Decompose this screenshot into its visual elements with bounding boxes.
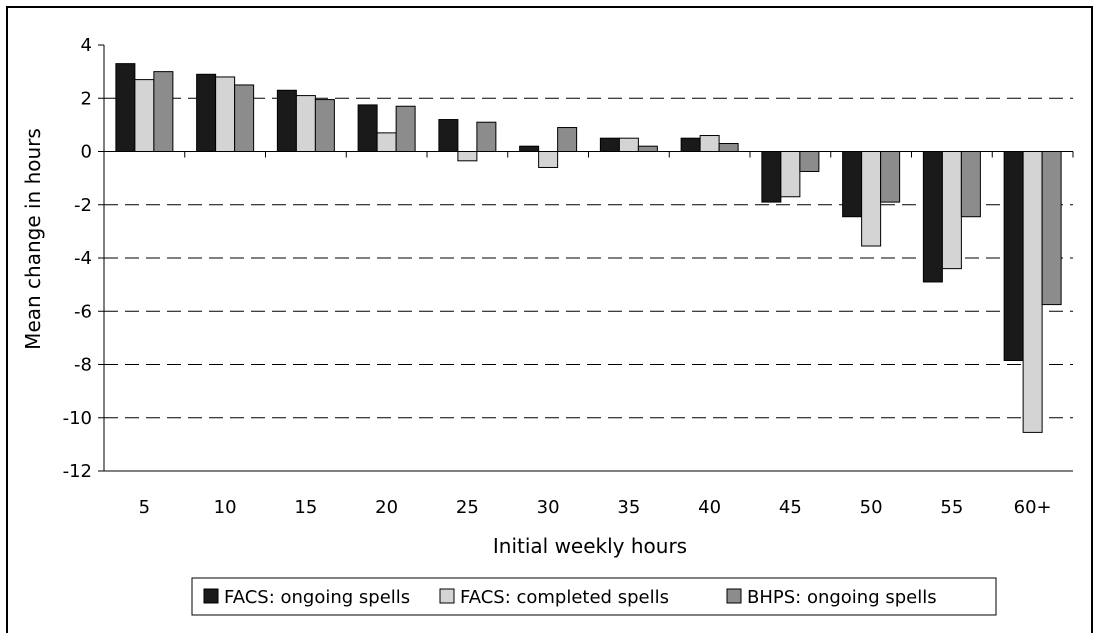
legend-swatch — [726, 588, 742, 604]
bar — [699, 135, 720, 153]
x-tick-label: 50 — [860, 497, 883, 518]
bar — [395, 105, 416, 153]
bar — [842, 151, 863, 218]
bar — [134, 79, 155, 152]
x-tick-label: 25 — [456, 497, 479, 518]
x-tick-label: 15 — [294, 497, 317, 518]
x-tick-label: 60+ — [1014, 497, 1052, 518]
bar — [880, 151, 901, 203]
bar — [618, 137, 639, 152]
bar — [438, 119, 459, 153]
legend-label: BHPS: ongoing spells — [747, 587, 937, 608]
x-tick-label: 35 — [617, 497, 640, 518]
x-tick-label: 40 — [698, 497, 721, 518]
bar — [476, 121, 497, 153]
y-tick-label: -12 — [63, 461, 92, 482]
y-tick-label: 0 — [81, 142, 92, 163]
bar — [1003, 151, 1024, 362]
legend-box — [191, 577, 997, 616]
x-tick-label: 10 — [214, 497, 237, 518]
x-tick-labels: 5 10 15 20 25 30 35 40 45 50 55 60+ — [139, 497, 1052, 518]
y-tick-label: -6 — [74, 301, 92, 322]
bar — [196, 73, 217, 152]
x-tick-label: 5 — [139, 497, 150, 518]
legend-swatch — [439, 588, 455, 604]
bar — [538, 151, 559, 168]
y-tick-label: 4 — [81, 35, 92, 56]
bar — [457, 151, 478, 162]
bar — [637, 145, 658, 153]
bar — [761, 151, 782, 203]
bar — [799, 151, 820, 172]
y-tick-label: 2 — [81, 88, 92, 109]
bar — [718, 143, 739, 152]
y-tick-labels: 4 2 0 -2 -4 -6 -8 -10 -12 — [63, 35, 92, 482]
bar — [376, 132, 397, 153]
bar — [861, 151, 882, 247]
bar-chart: 420-2-4-6-8-10-12 5 10 15 20 25 30 35 40 45 50 55 6… — [21, 35, 1074, 616]
x-tick-label: 30 — [537, 497, 560, 518]
bar — [1022, 151, 1043, 433]
bar — [215, 76, 236, 152]
bars — [115, 63, 1062, 433]
grid-lines — [104, 97, 1073, 419]
x-tick-label: 45 — [779, 497, 802, 518]
legend-label: FACS: completed spells — [460, 587, 669, 608]
bar — [941, 151, 962, 270]
bar — [115, 63, 136, 153]
axes — [98, 44, 1074, 472]
bar — [153, 71, 174, 152]
bar — [519, 145, 540, 153]
bar — [680, 137, 701, 152]
bar — [599, 137, 620, 152]
bar — [1041, 151, 1062, 306]
bar — [314, 99, 335, 153]
x-axis-title: Initial weekly hours — [493, 534, 687, 558]
x-tick-label: 55 — [940, 497, 963, 518]
y-tick-label: -10 — [63, 408, 92, 429]
y-axis-title: Mean change in hours — [21, 128, 45, 350]
bar — [234, 84, 255, 152]
bar — [357, 104, 378, 152]
legend: FACS: ongoing spells FACS: completed spel… — [191, 577, 997, 616]
x-tick-label: 20 — [375, 497, 398, 518]
chart-frame: 4 2 0 -2 -4 -6 -8 -10 -12 5 10 15 20 25 30 35 40 45 50 55 6… — [6, 6, 1093, 633]
bar — [295, 95, 316, 152]
bar — [557, 127, 578, 152]
legend-label: FACS: ongoing spells — [224, 587, 410, 608]
bar — [922, 151, 943, 283]
bar — [276, 89, 297, 152]
y-tick-label: -4 — [74, 248, 92, 269]
bar — [960, 151, 981, 218]
y-tick-label: -8 — [74, 355, 92, 376]
bar — [780, 151, 801, 198]
y-tick-label: -2 — [74, 195, 92, 216]
legend-swatch — [203, 588, 219, 604]
